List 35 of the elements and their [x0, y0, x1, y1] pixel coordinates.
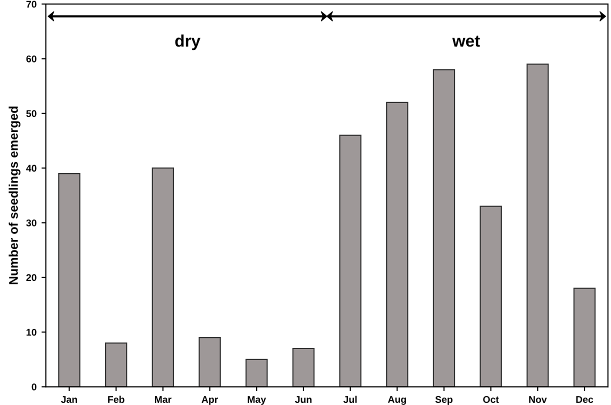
x-tick-label: Aug [388, 396, 406, 405]
y-axis-title: Number of seedlings emerged [8, 106, 20, 284]
annotation: dry [175, 34, 200, 50]
x-tick-label: Sep [435, 396, 453, 405]
bar [386, 102, 408, 387]
bar [292, 348, 315, 387]
x-tick-label: Jul [343, 396, 357, 403]
bar [246, 358, 268, 387]
y-tick-label: 30 [26, 219, 36, 226]
y-tick-label: 60 [26, 55, 36, 62]
y-tick-label: 40 [26, 164, 36, 172]
y-tick-label: 70 [26, 0, 36, 8]
x-tick-label: Mar [154, 396, 172, 403]
bar [526, 64, 549, 387]
bar [198, 337, 221, 387]
x-tick-label: Apr [202, 396, 218, 405]
x-tick-label: Jun [294, 396, 312, 403]
y-tick-label: 50 [26, 110, 36, 118]
bar [339, 134, 362, 387]
bar [104, 342, 128, 387]
x-tick-label: Dec [576, 396, 594, 403]
bar [432, 69, 456, 387]
y-tick-label: 10 [26, 328, 36, 336]
bar [58, 172, 80, 387]
x-tick-label: Jan [61, 396, 78, 403]
annotation: wet [452, 36, 480, 47]
y-tick-label: 0 [32, 384, 36, 390]
bar [152, 168, 174, 387]
x-tick-label: Nov [529, 396, 547, 403]
bar [573, 288, 596, 387]
x-tick-label: Oct [483, 396, 499, 403]
x-tick-label: May [248, 396, 266, 405]
bar [480, 206, 502, 387]
x-tick-label: Feb [108, 396, 124, 403]
y-tick-label: 20 [26, 274, 36, 282]
